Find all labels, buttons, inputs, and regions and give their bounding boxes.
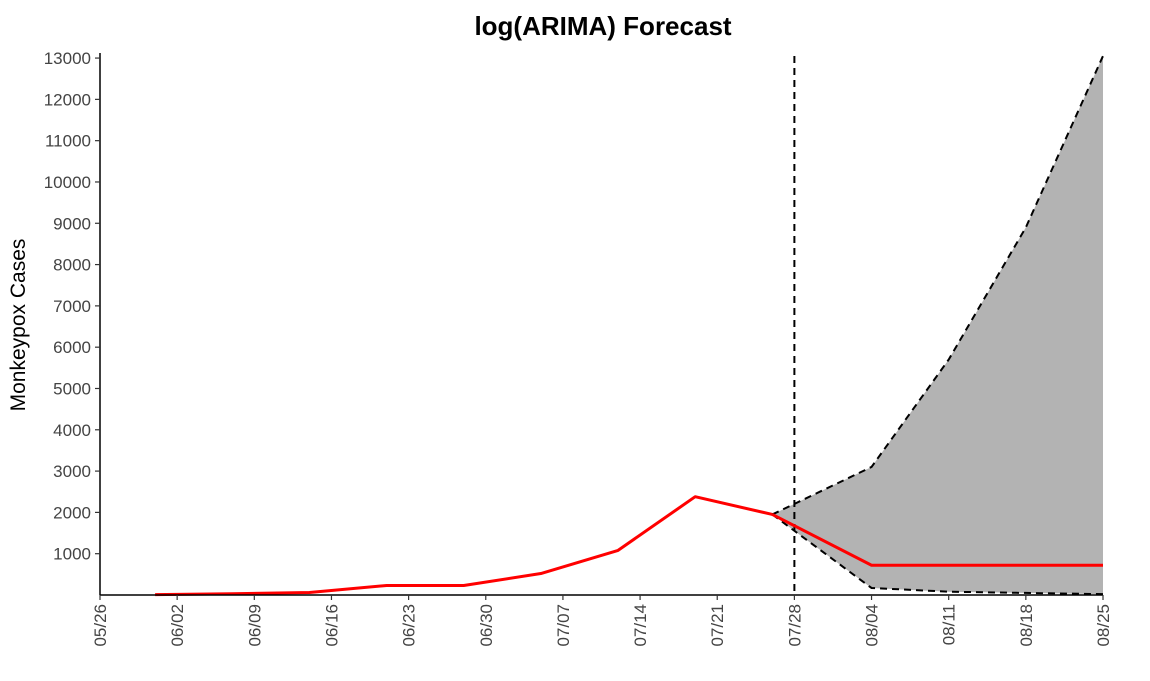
x-tick-label: 08/11 <box>940 604 959 645</box>
y-tick-label: 2000 <box>53 503 91 522</box>
x-tick-label: 06/30 <box>477 604 496 647</box>
y-tick-label: 6000 <box>53 338 91 357</box>
y-tick-label: 11000 <box>45 132 91 151</box>
y-tick-label: 3000 <box>53 462 91 481</box>
confidence-band <box>772 56 1103 595</box>
y-tick-label: 7000 <box>53 297 91 316</box>
y-tick-label: 12000 <box>44 90 91 109</box>
x-tick-label: 06/09 <box>245 604 264 647</box>
x-tick-label: 05/26 <box>91 604 110 647</box>
x-tick-label: 06/16 <box>322 604 341 647</box>
x-tick-label: 08/25 <box>1094 604 1113 647</box>
y-tick-label: 13000 <box>44 49 91 68</box>
x-tick-label: 07/07 <box>554 604 573 647</box>
y-tick-label: 5000 <box>53 379 91 398</box>
forecast-line <box>771 513 1103 567</box>
y-tick-label: 4000 <box>53 421 91 440</box>
upper-bound-line <box>771 55 1104 516</box>
x-tick-label: 07/14 <box>631 604 650 647</box>
observed-line <box>155 495 773 597</box>
y-tick-label: 10000 <box>44 173 91 192</box>
x-tick-label: 07/21 <box>708 604 727 647</box>
lower-bound-line <box>771 513 1104 596</box>
x-tick-label: 07/28 <box>785 604 804 647</box>
x-tick-label: 06/02 <box>168 604 187 647</box>
y-tick-label: 1000 <box>53 545 91 564</box>
y-tick-label: 8000 <box>53 256 91 275</box>
y-axis-label: Monkeypox Cases <box>7 239 30 412</box>
x-tick-label: 06/23 <box>400 604 419 647</box>
x-tick-label: 08/04 <box>863 604 882 647</box>
y-tick-label: 9000 <box>53 214 91 233</box>
x-tick-label: 08/18 <box>1017 604 1036 647</box>
chart-title: log(ARIMA) Forecast <box>474 11 731 41</box>
plot-area: 1000 2000 3000 4000 5000 6000 7000 8000 9000 1000… <box>44 49 1113 646</box>
